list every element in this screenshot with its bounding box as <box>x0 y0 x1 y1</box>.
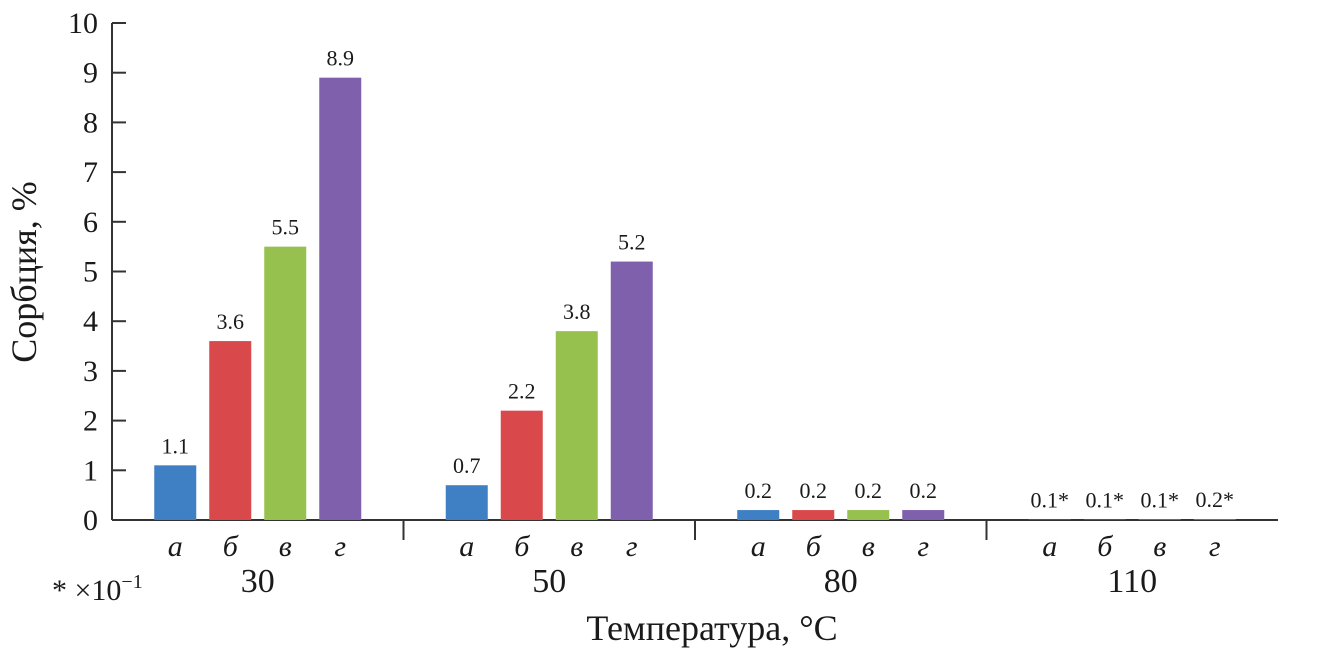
y-tick-label: 6 <box>83 206 98 239</box>
bar-50-1 <box>445 485 488 520</box>
x-axis-title: Температура, °C <box>586 608 837 648</box>
subcategory-label: б <box>223 530 239 563</box>
group-label: 50 <box>532 563 566 600</box>
subcategory-label: в <box>1153 530 1166 563</box>
y-axis-title: Сорбция, % <box>4 181 44 362</box>
subcategory-label: в <box>570 530 583 563</box>
bar-50-2 <box>500 410 543 520</box>
subcategory-label: а <box>1042 530 1057 563</box>
y-tick-label: 9 <box>83 57 98 90</box>
footnote-base: * ×10 <box>52 574 121 607</box>
y-tick-label: 8 <box>83 106 98 139</box>
bar-80-1 <box>737 510 780 520</box>
group-label: 110 <box>1107 563 1157 600</box>
bar-50-3 <box>555 331 598 520</box>
data-label: 3.8 <box>563 299 591 324</box>
subcategory-label: б <box>1097 530 1113 563</box>
subcategory-label: в <box>279 530 292 563</box>
subcategory-label: б <box>514 530 530 563</box>
footnote: * ×10−1 <box>52 571 143 607</box>
subcategory-label: г <box>1209 530 1221 563</box>
y-tick-label: 2 <box>83 405 98 438</box>
data-label: 0.1* <box>1086 488 1125 513</box>
bar-80-3 <box>847 510 890 520</box>
x-axis <box>112 519 1278 540</box>
data-label: 2.2 <box>508 379 536 404</box>
subcategory-label: а <box>751 530 766 563</box>
data-label: 5.5 <box>272 215 300 240</box>
y-tick-label: 7 <box>83 156 98 189</box>
bar-50-4 <box>610 261 653 520</box>
bar-80-2 <box>792 510 835 520</box>
bar-30-2 <box>209 341 252 520</box>
data-label: 0.1* <box>1141 488 1180 513</box>
bars <box>154 77 1236 521</box>
y-tick-label: 3 <box>83 355 98 388</box>
subcategory-label: г <box>917 530 929 563</box>
data-label: 1.1 <box>162 433 190 458</box>
data-label: 8.9 <box>327 46 355 71</box>
y-tick-label: 5 <box>83 256 98 289</box>
group-label: 30 <box>241 563 275 600</box>
bar-30-4 <box>319 77 362 521</box>
data-label: 5.2 <box>618 230 646 255</box>
y-tick-label: 10 <box>68 7 98 40</box>
bar-30-3 <box>264 246 307 520</box>
data-label: 3.6 <box>217 309 245 334</box>
data-label: 0.1* <box>1031 488 1070 513</box>
data-label: 0.7 <box>453 453 481 478</box>
y-tick-label: 0 <box>83 504 98 537</box>
data-label: 0.2 <box>745 478 773 503</box>
bar-30-1 <box>154 465 197 520</box>
y-tick-label: 4 <box>83 305 98 338</box>
subcategory-label: а <box>168 530 183 563</box>
bar-80-4 <box>902 510 945 520</box>
footnote-exponent: −1 <box>121 571 142 593</box>
bar-110-4 <box>1193 519 1236 520</box>
data-label: 0.2 <box>800 478 828 503</box>
subcategory-label: б <box>806 530 822 563</box>
y-tick-label: 1 <box>83 454 98 487</box>
subcategory-label: г <box>334 530 346 563</box>
data-label: 0.2 <box>855 478 883 503</box>
group-label: 80 <box>824 563 858 600</box>
subcategory-label: г <box>626 530 638 563</box>
y-axis: 0 1 2 3 4 5 6 7 8 9 10 <box>68 7 126 537</box>
labels: 1.1 а 3.6 б 5.5 в 8.9 г 30 0.7 а 2.2 б 3.8 в 5.2 г 50 0.2 а… <box>162 46 1235 600</box>
subcategory-label: в <box>862 530 875 563</box>
data-label: 0.2 <box>910 478 938 503</box>
subcategory-label: а <box>459 530 474 563</box>
data-label: 0.2* <box>1196 487 1235 512</box>
